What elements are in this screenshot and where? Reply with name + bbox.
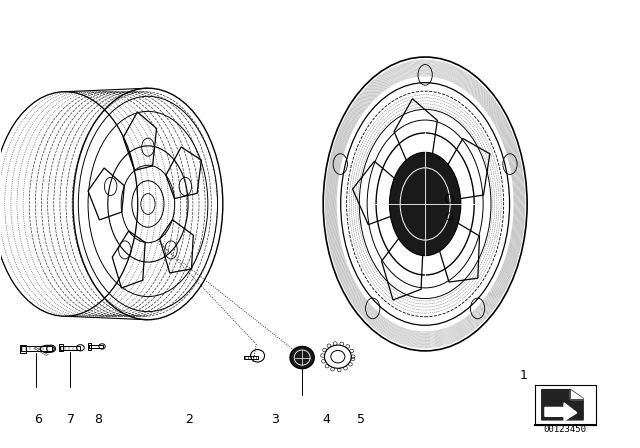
Text: 1: 1: [520, 369, 528, 382]
Polygon shape: [570, 390, 583, 399]
Ellipse shape: [390, 152, 461, 256]
Text: 00123450: 00123450: [544, 425, 587, 435]
Polygon shape: [545, 403, 577, 421]
Ellipse shape: [290, 346, 314, 369]
Text: 8: 8: [94, 413, 102, 426]
Text: 7: 7: [67, 413, 76, 426]
Text: 4: 4: [323, 413, 330, 426]
Text: 2: 2: [186, 413, 193, 426]
Polygon shape: [541, 390, 583, 420]
Bar: [244, 356, 257, 359]
Text: 6: 6: [35, 413, 42, 426]
Text: 3: 3: [271, 413, 279, 426]
Text: 5: 5: [357, 413, 365, 426]
